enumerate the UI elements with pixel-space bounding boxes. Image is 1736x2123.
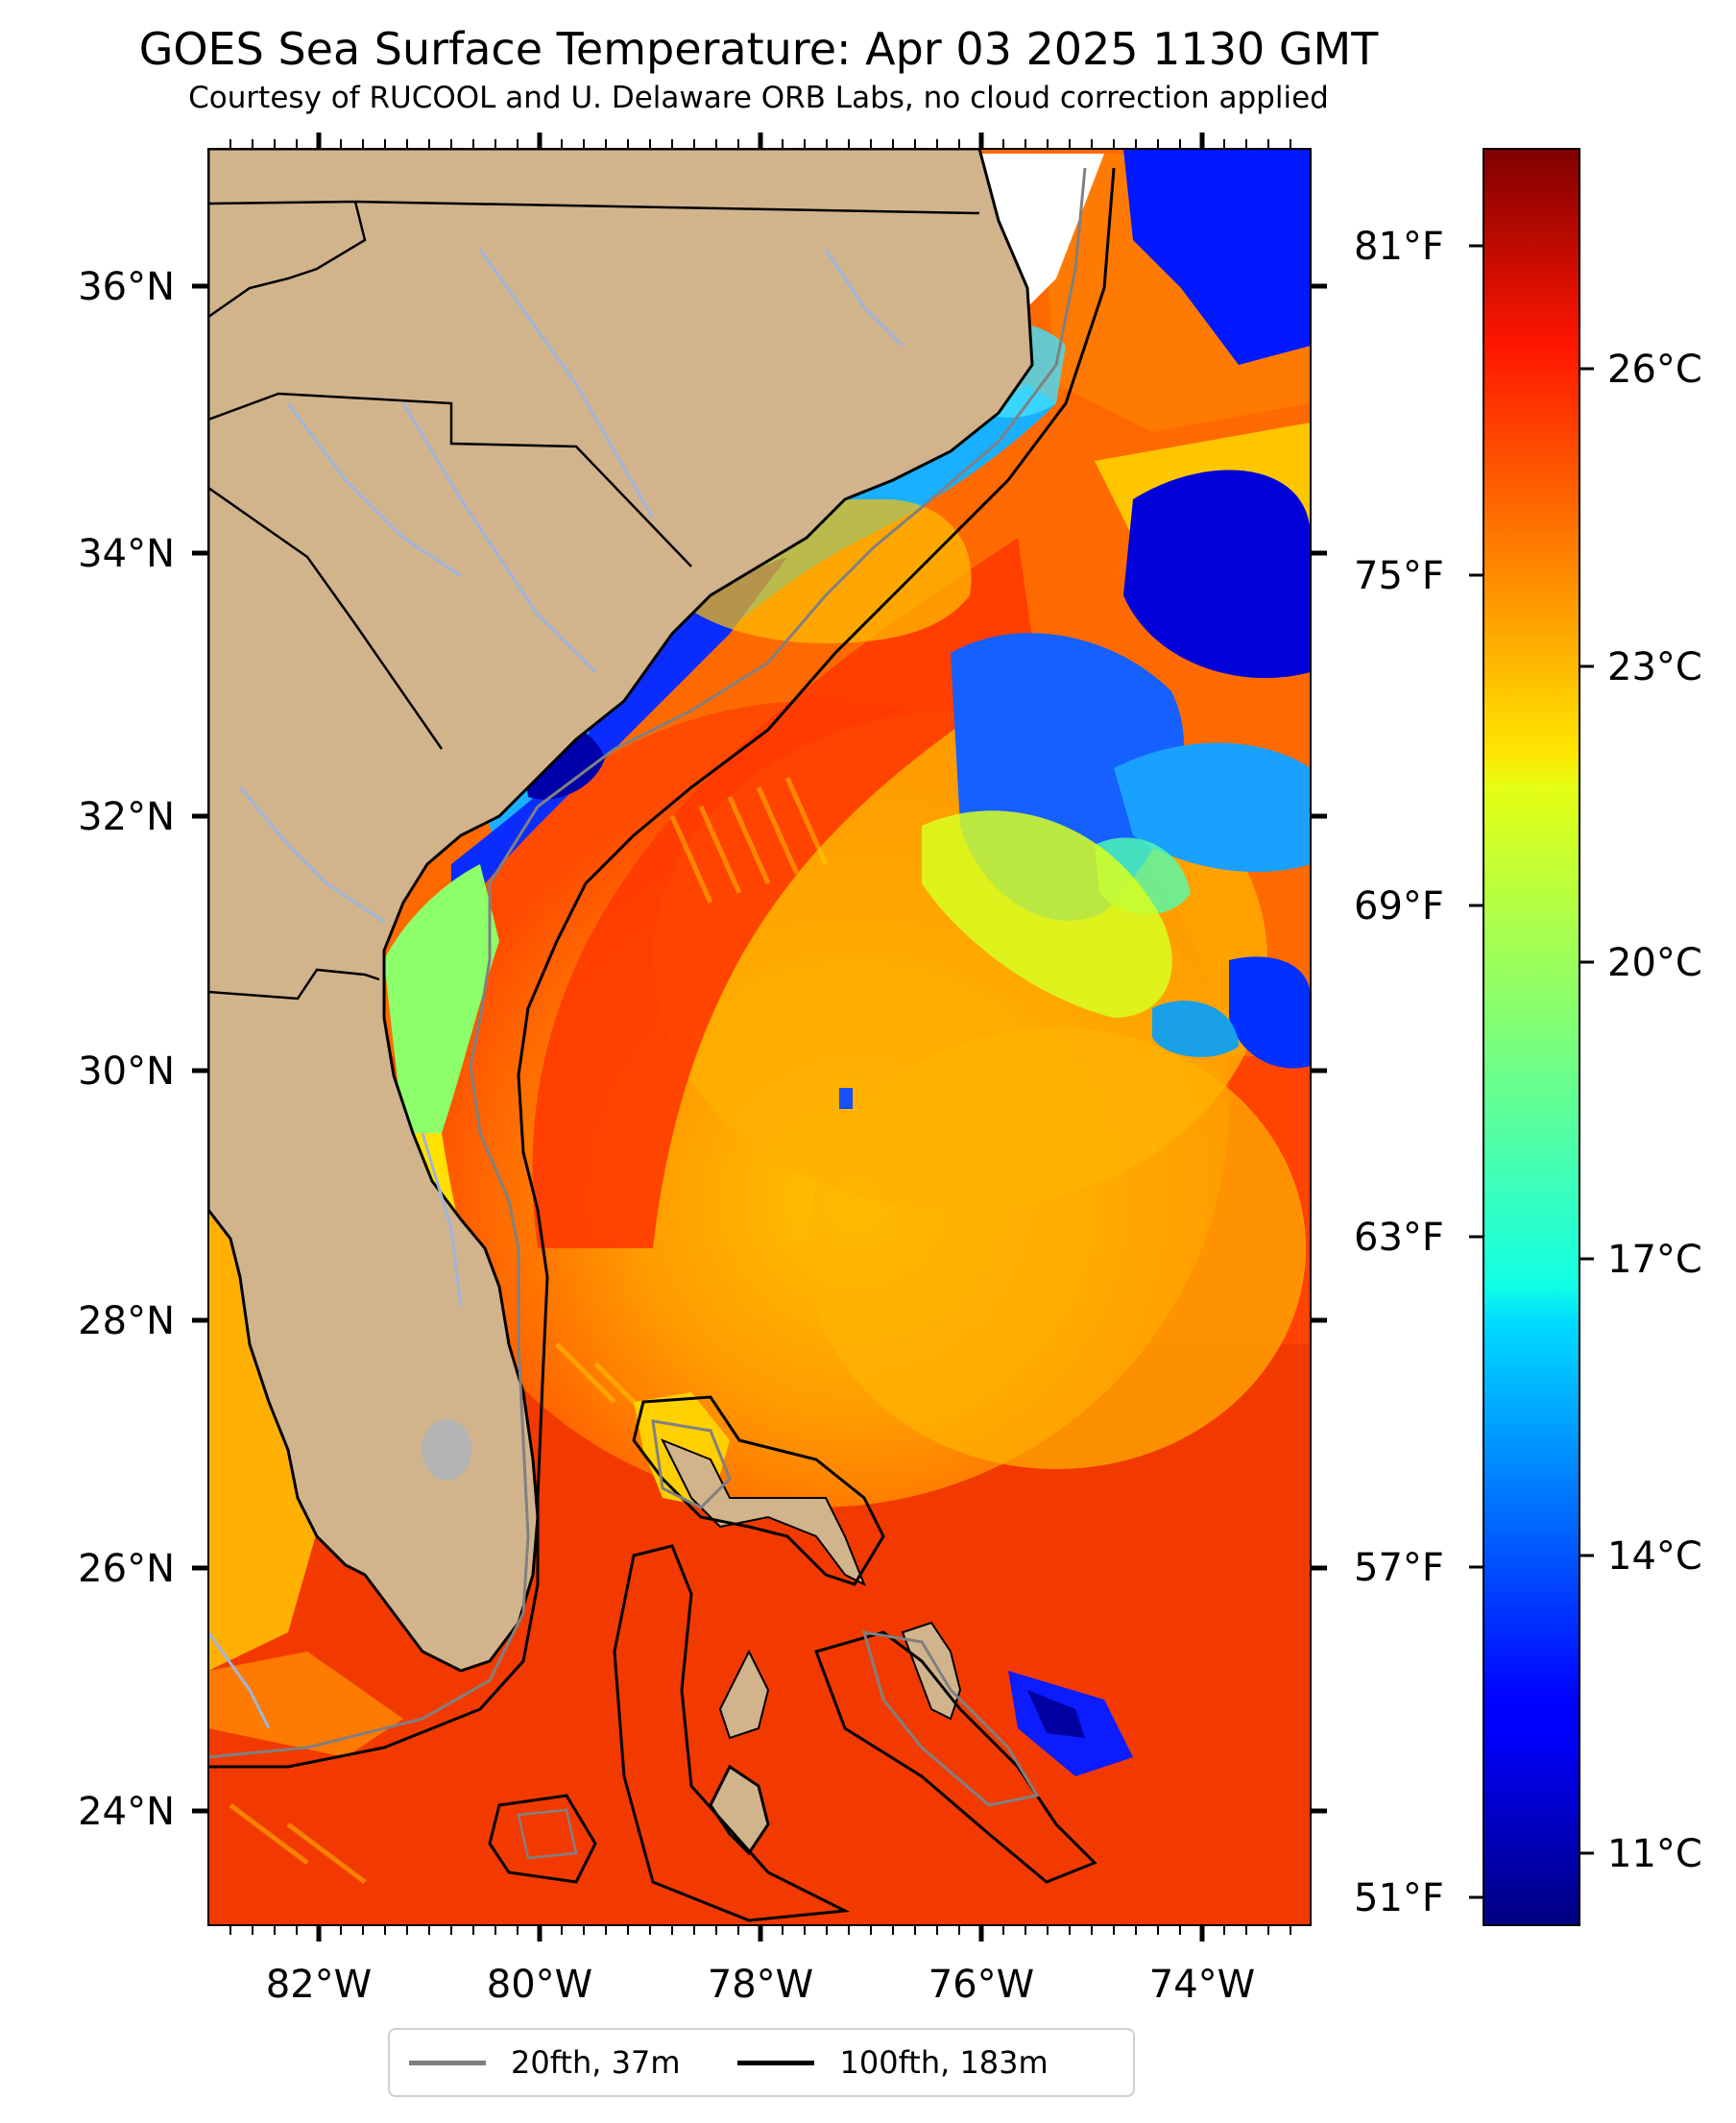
lat-label-36n: 36°N (78, 265, 175, 309)
major-ticks (192, 133, 1327, 1942)
lat-label-34n: 34°N (78, 532, 175, 576)
colorbar (1483, 148, 1580, 1926)
lat-label-32n: 32°N (78, 795, 175, 839)
legend-item-100fth: 100fth, 183m (737, 2044, 1049, 2081)
lon-label-74w: 74°W (1149, 1963, 1255, 2007)
isobaths (208, 167, 1116, 1922)
lon-label-82w: 82°W (266, 1963, 372, 2007)
f-label-51: 51°F (1354, 1876, 1444, 1920)
c-label-14: 14°C (1607, 1534, 1702, 1579)
legend-label-20fth: 20fth, 37m (511, 2044, 681, 2081)
lat-label-30n: 30°N (78, 1049, 175, 1094)
c-label-23: 23°C (1607, 645, 1702, 689)
legend-label-100fth: 100fth, 183m (839, 2044, 1049, 2081)
f-label-69: 69°F (1354, 884, 1444, 929)
c-label-17: 17°C (1607, 1238, 1702, 1282)
land (208, 149, 1034, 1856)
c-label-20: 20°C (1607, 941, 1702, 985)
legend-line-black (737, 2060, 815, 2065)
isobath-100fth (208, 167, 1116, 1769)
f-label-63: 63°F (1354, 1216, 1444, 1260)
longitude-labels: 82°W 80°W 78°W 76°W 74°W (266, 1963, 1255, 2007)
c-label-11: 11°C (1607, 1832, 1702, 1876)
f-label-81: 81°F (1354, 225, 1444, 269)
c-label-26: 26°C (1607, 348, 1702, 392)
fahrenheit-ticks (1469, 244, 1483, 1899)
legend-item-20fth: 20fth, 37m (409, 2044, 680, 2081)
fahrenheit-labels: 81°F 75°F 69°F 63°F 57°F 51°F (1354, 225, 1444, 1920)
minor-ticks (229, 139, 1291, 1935)
lat-label-24n: 24°N (78, 1790, 175, 1834)
latitude-labels: 36°N 34°N 32°N 30°N 28°N 26°N 24°N (78, 265, 175, 1834)
lon-label-78w: 78°W (708, 1963, 813, 2007)
colorbar-labels: 26°C 23°C 20°C 17°C 14°C 11°C (1607, 348, 1702, 1876)
lon-label-80w: 80°W (487, 1963, 592, 2007)
isobath-20fth (208, 167, 1087, 1759)
legend: 20fth, 37m 100fth, 183m (388, 2028, 1135, 2097)
lat-label-26n: 26°N (78, 1547, 175, 1591)
colorbar-ticks (1579, 367, 1594, 1855)
lon-label-76w: 76°W (928, 1963, 1034, 2007)
map-title: GOES Sea Surface Temperature: Apr 03 202… (138, 23, 1379, 75)
legend-line-gray (409, 2060, 486, 2065)
f-label-57: 57°F (1354, 1546, 1444, 1590)
lat-label-28n: 28°N (78, 1299, 175, 1343)
f-label-75: 75°F (1354, 554, 1444, 598)
map-subtitle: Courtesy of RUCOOL and U. Delaware ORB L… (188, 81, 1329, 115)
